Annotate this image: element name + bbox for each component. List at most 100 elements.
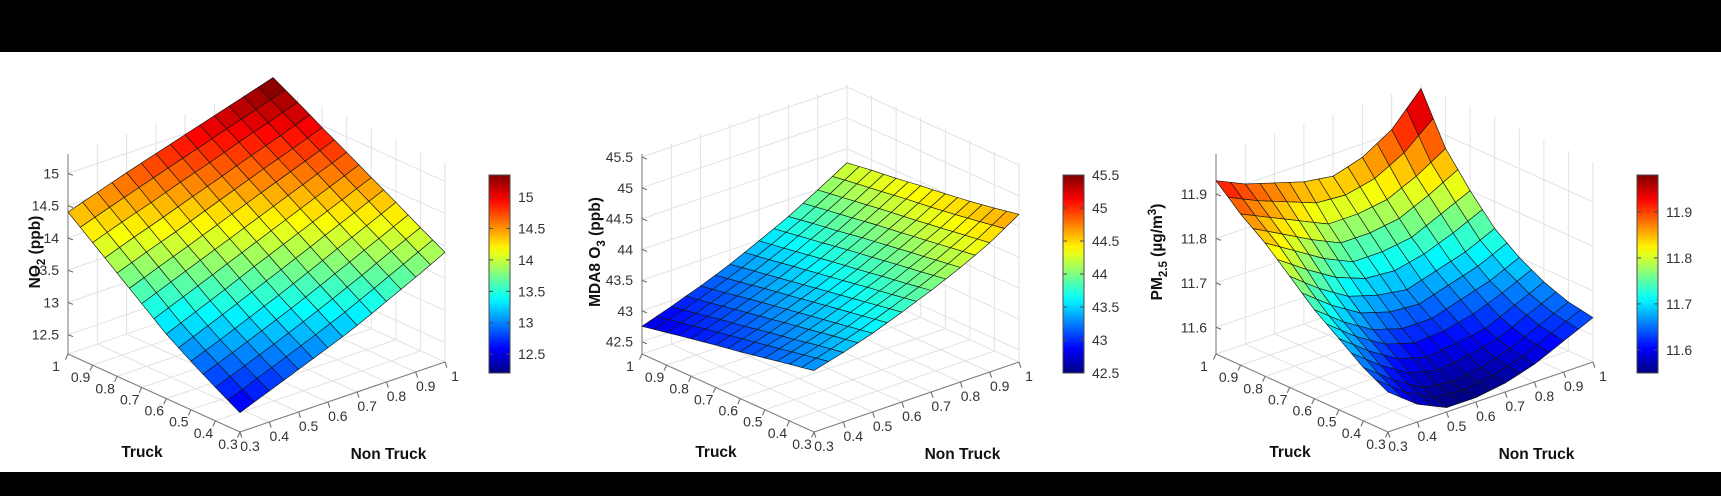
y-tick-label: 0.6 bbox=[1293, 403, 1313, 419]
grid-line bbox=[641, 178, 848, 250]
grid-line bbox=[1592, 361, 1596, 368]
colorbar-tick-label: 43.5 bbox=[1092, 299, 1119, 315]
grid-line bbox=[190, 339, 397, 411]
surface-panel-pm2_5: 0.30.40.50.60.70.80.910.30.40.50.60.70.8… bbox=[1147, 84, 1692, 463]
y-tick-label: 0.7 bbox=[694, 391, 714, 407]
grid-line bbox=[846, 117, 1020, 197]
z-tick-label: 13.5 bbox=[32, 262, 59, 278]
grid-line bbox=[385, 381, 389, 388]
x-tick-label: 0.5 bbox=[299, 418, 319, 434]
grid-line bbox=[1446, 411, 1450, 418]
grid-line bbox=[740, 328, 946, 400]
grid-line bbox=[901, 401, 905, 408]
bottom-black-bar bbox=[0, 472, 1721, 496]
colorbar-tick-label: 15 bbox=[518, 189, 534, 205]
grid-line bbox=[789, 350, 995, 422]
z-tick-label: 11.9 bbox=[1181, 186, 1207, 202]
grid-line bbox=[1262, 376, 1266, 383]
grid-line bbox=[67, 205, 74, 209]
x-tick-label: 0.4 bbox=[270, 428, 290, 444]
x-tick-label: 0.6 bbox=[902, 408, 922, 424]
x-tick-label: 0.8 bbox=[387, 388, 407, 404]
x-axis-label: Non Truck bbox=[925, 446, 1001, 463]
y-tick-label: 0.7 bbox=[1268, 391, 1288, 407]
y-tick-label: 0.8 bbox=[669, 380, 689, 396]
z-axis-label: NO2 (ppb) bbox=[27, 216, 48, 289]
y-axis-label: Truck bbox=[1269, 444, 1311, 461]
grid-line bbox=[67, 172, 74, 176]
grid-line bbox=[187, 409, 192, 416]
y-tick-label: 0.9 bbox=[71, 369, 91, 385]
z-tick-label: 43.5 bbox=[606, 272, 633, 288]
grid-line bbox=[1215, 237, 1222, 241]
z-tick-label: 11.6 bbox=[1181, 319, 1207, 335]
grid-line bbox=[930, 391, 934, 398]
grid-line bbox=[356, 391, 360, 398]
colorbar-tick-label: 45 bbox=[1092, 200, 1108, 216]
y-tick-label: 1 bbox=[626, 358, 634, 374]
colorbar-tick-label: 44 bbox=[1092, 266, 1108, 282]
grid-line bbox=[786, 420, 790, 427]
grid-line bbox=[671, 343, 844, 423]
x-tick-label: 0.9 bbox=[990, 378, 1010, 394]
z-tick-label: 13 bbox=[43, 294, 59, 310]
grid-line bbox=[813, 361, 1020, 433]
y-tick-label: 0.3 bbox=[218, 436, 238, 452]
z-tick-label: 15 bbox=[43, 165, 59, 181]
grid-line bbox=[1286, 387, 1291, 394]
grid-line bbox=[810, 431, 815, 438]
y-tick-label: 0.3 bbox=[792, 436, 812, 452]
grid-line bbox=[1212, 353, 1217, 360]
x-tick-label: 0.5 bbox=[1447, 418, 1467, 434]
y-tick-label: 0.5 bbox=[169, 414, 189, 430]
x-tick-label: 1 bbox=[451, 368, 459, 384]
y-tick-label: 0.9 bbox=[645, 369, 665, 385]
grid-line bbox=[163, 398, 167, 405]
grid-line bbox=[1420, 123, 1594, 203]
grid-line bbox=[239, 431, 243, 438]
x-tick-label: 0.7 bbox=[357, 398, 377, 414]
y-tick-label: 0.8 bbox=[95, 380, 115, 396]
grid-line bbox=[1215, 326, 1222, 330]
x-tick-label: 0.9 bbox=[1564, 378, 1584, 394]
grid-line bbox=[1387, 431, 1391, 438]
grid-line bbox=[641, 279, 648, 283]
grid-line bbox=[327, 401, 331, 408]
grid-line bbox=[215, 350, 421, 422]
z-tick-label: 44 bbox=[617, 241, 633, 257]
top-black-bar bbox=[0, 0, 1721, 52]
grid-line bbox=[813, 431, 817, 438]
colorbar bbox=[488, 174, 511, 374]
grid-line bbox=[1533, 381, 1537, 388]
grid-line bbox=[1335, 409, 1340, 416]
grid-line bbox=[212, 420, 216, 427]
grid-line bbox=[67, 353, 241, 433]
z-axis-label: PM2.5 (µg/m3) bbox=[1147, 204, 1170, 301]
grid-line bbox=[67, 301, 74, 305]
grid-line bbox=[64, 353, 69, 360]
grid-line bbox=[1416, 421, 1420, 428]
surface-cell bbox=[1375, 379, 1403, 399]
grid-line bbox=[641, 117, 848, 189]
x-tick-label: 0.3 bbox=[240, 438, 260, 454]
grid-line bbox=[663, 364, 668, 371]
colorbar-tick-label: 42.5 bbox=[1092, 365, 1119, 381]
y-tick-label: 0.3 bbox=[1366, 436, 1386, 452]
grid-line bbox=[764, 339, 971, 411]
z-tick-label: 12.5 bbox=[32, 327, 59, 343]
z-tick-label: 11.8 bbox=[1181, 230, 1207, 246]
grid-line bbox=[1237, 364, 1242, 371]
colorbar-tick-label: 11.8 bbox=[1666, 250, 1692, 266]
grid-line bbox=[641, 341, 648, 345]
x-tick-label: 0.7 bbox=[931, 398, 951, 414]
surface-cell bbox=[801, 357, 829, 371]
y-tick-label: 1 bbox=[52, 358, 60, 374]
grid-line bbox=[638, 353, 643, 360]
grid-line bbox=[114, 376, 118, 383]
y-tick-label: 0.4 bbox=[768, 425, 788, 441]
y-tick-label: 0.5 bbox=[1317, 414, 1337, 430]
grid-line bbox=[1215, 193, 1222, 197]
grid-line bbox=[444, 361, 448, 368]
